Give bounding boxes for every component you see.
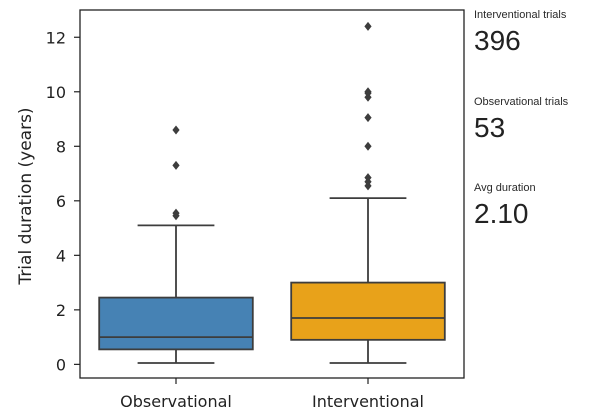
y-tick-label: 10 <box>46 83 66 102</box>
stat-value: 53 <box>474 112 506 143</box>
stat-avg-duration: Avg duration 2.10 <box>474 182 594 228</box>
box-observational <box>98 125 254 364</box>
y-axis-ticks: 0 2 4 6 8 10 12 <box>46 28 80 374</box>
outlier-point <box>364 113 372 123</box>
x-tick-label: Interventional <box>312 392 424 411</box>
x-axis-ticks: Observational Interventional <box>120 378 424 411</box>
y-tick-label: 8 <box>56 137 66 156</box>
stat-value: 396 <box>474 25 521 56</box>
outlier-point <box>172 125 180 135</box>
outlier-point <box>172 160 180 170</box>
outlier-point <box>364 141 372 151</box>
outlier-point <box>364 173 372 183</box>
outlier-point <box>364 87 372 97</box>
y-tick-label: 12 <box>46 28 66 47</box>
y-tick-label: 2 <box>56 301 66 320</box>
iqr-box <box>290 281 446 341</box>
stat-label: Interventional trials <box>474 9 567 21</box>
boxes-group <box>98 21 446 364</box>
stat-observational-trials: Observational trials 53 <box>474 96 594 142</box>
box-interventional <box>290 21 446 364</box>
y-tick-label: 0 <box>56 355 66 374</box>
stat-interventional-trials: Interventional trials 396 <box>474 9 594 55</box>
y-axis-title: Trial duration (years) <box>16 107 36 285</box>
stat-label: Avg duration <box>474 182 536 194</box>
x-tick-label: Observational <box>120 392 232 411</box>
plot-frame <box>79 9 465 379</box>
outlier-point <box>364 21 372 31</box>
y-tick-label: 6 <box>56 192 66 211</box>
stat-value: 2.10 <box>474 198 529 229</box>
iqr-box <box>98 296 254 351</box>
stat-label: Observational trials <box>474 96 569 108</box>
outlier-point <box>172 208 180 218</box>
duration-boxplot-chart: Trial duration (years) 0 2 4 6 8 10 12 Observa… <box>16 9 465 411</box>
y-tick-label: 4 <box>56 246 66 265</box>
